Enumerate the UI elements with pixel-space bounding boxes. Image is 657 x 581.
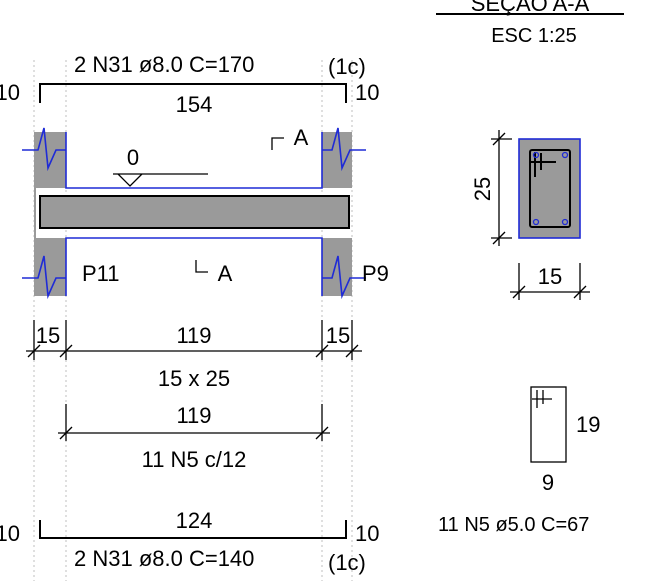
stirrup-dist-label: 11 N5 c/12 [142,447,247,472]
section-title: SEÇÃO A-A [471,0,590,16]
section-width-dim: 15 [538,264,562,289]
rebar-dot [561,218,569,226]
cut-label-top: A [294,125,309,150]
bottom-bar-hook-left: 10 [0,521,20,546]
span-dimensions: 15 119 15 15 x 25 [26,320,362,391]
beam-elevation: 0 A A P11 P9 [22,125,389,300]
span-dim-left: 15 [36,323,60,348]
rebar-dot [561,151,569,159]
span-dim-middle: 119 [176,323,211,348]
section-height-dim: 25 [470,177,495,201]
bottom-bar-layer: (1c) [328,550,366,575]
bottom-bar-length: 124 [176,508,213,533]
bottom-bar: 124 10 10 2 N31 ø8.0 C=140 (1c) [0,508,379,575]
section-size-label: 15 x 25 [158,366,230,391]
section-scale: ESC 1:25 [491,25,577,47]
top-bar-length: 154 [176,92,213,117]
span-dim-right: 15 [326,323,350,348]
bottom-bar-hook-right: 10 [355,521,379,546]
bottom-bar-label: 2 N31 ø8.0 C=140 [74,546,254,571]
cut-label-bottom: A [218,261,233,286]
top-bar-hook-left: 10 [0,80,20,105]
top-bar-hook-right: 10 [355,80,379,105]
support-left-label: P11 [82,261,120,286]
level-label: 0 [127,145,139,170]
section-title-block: SEÇÃO A-A ESC 1:25 [436,0,624,47]
stirrup-dist-length: 119 [176,403,211,428]
top-bar: 2 N31 ø8.0 C=170 (1c) 154 10 10 [0,52,379,117]
stirrup-distribution: 119 11 N5 c/12 [58,403,330,472]
support-right-label: P9 [362,261,389,286]
top-bar-label: 2 N31 ø8.0 C=170 [74,52,254,77]
cross-section: 25 15 [470,130,590,300]
rebar-dot [532,218,540,226]
stirrup-detail-label: 11 N5 ø5.0 C=67 [438,514,589,536]
stirrup-detail-width: 9 [542,470,554,495]
rebar-dot [532,151,540,159]
stirrup-detail-height: 19 [576,412,600,437]
top-bar-layer: (1c) [328,54,366,79]
stirrup-detail: 19 9 11 N5 ø5.0 C=67 [438,386,600,536]
